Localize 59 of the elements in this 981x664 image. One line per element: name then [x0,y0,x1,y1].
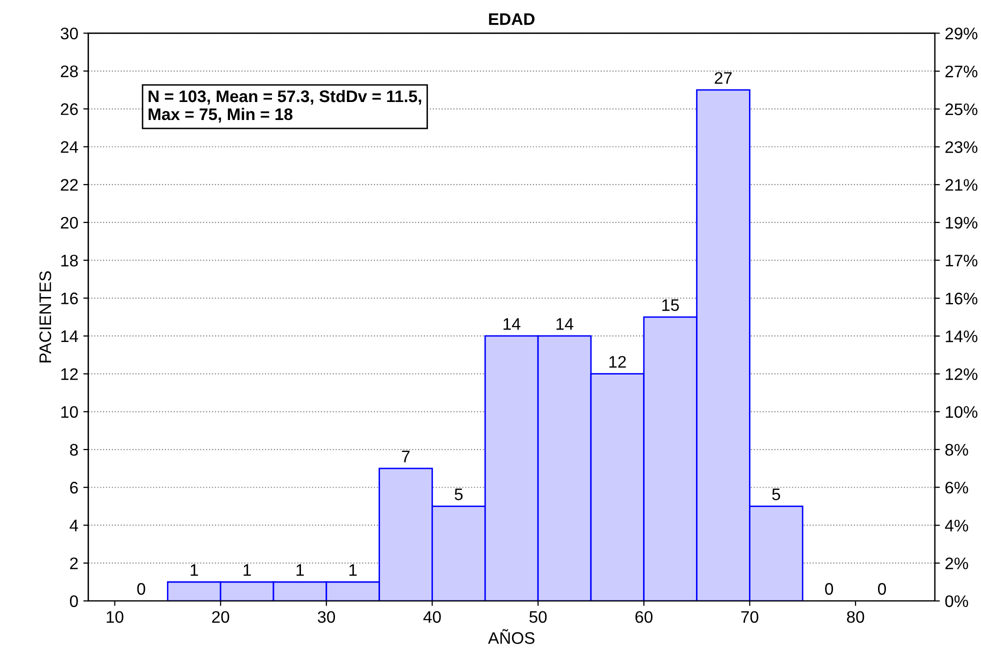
y-tick-label: 22 [60,178,78,191]
x-tick-label: 60 [635,611,652,623]
y-tick-label: 26 [60,103,78,116]
y-tick-label: 10 [61,406,78,418]
y2-tick-label: 17% [946,254,978,266]
y2-tick-label: 8% [945,444,968,456]
y-tick-label: 18 [61,254,78,266]
y-tick-label: 12 [61,368,78,380]
data-label: 1 [190,564,198,576]
y2-tick-label: 25% [945,103,978,116]
data-label: 15 [662,299,679,311]
y2-tick-label: 23% [945,141,978,154]
chart-title: EDAD [489,13,535,25]
y2-tick-label: 4% [945,520,968,532]
y2-tick-label: 19% [946,216,978,229]
y2-tick-label: 12% [946,368,978,380]
data-label: 27 [714,72,732,84]
data-label: 14 [504,318,520,330]
y2-tick-label: 14% [946,330,978,342]
y-tick-label: 4 [70,520,78,532]
y2-tick-label: 29% [945,28,978,40]
x-tick-label: 30 [318,611,336,623]
data-label: 1 [244,564,251,576]
y-tick-label: 8 [70,444,78,456]
y2-tick-label: 16% [946,292,978,304]
data-label: 14 [556,318,574,330]
annotation: N = 103, Mean = 57.3, StdDv = 11.5, Max = 75, Min = 18 [148,90,422,123]
y-tick-label: 20 [60,216,78,229]
x-tick-label: 80 [846,611,864,623]
data-label: 5 [454,488,463,500]
y-tick-label: 0 [70,595,78,608]
data-label: 5 [772,488,780,500]
x-tick-label: 20 [212,611,230,623]
x-tick-label: 40 [423,611,441,623]
y-tick-label: 2 [70,557,78,570]
y2-tick-label: 27% [945,66,978,78]
x-tick-label: 10 [106,611,124,623]
y2-tick-label: 10% [946,406,978,418]
data-label: 0 [825,583,834,595]
y-tick-label: 30 [60,28,78,40]
data-label: 0 [137,583,146,595]
y-tick-label: 16 [61,292,78,304]
y2-tick-label: 21% [945,179,978,191]
y2-tick-label: 2% [945,558,968,570]
data-label: 0 [878,583,886,595]
data-label: 12 [609,356,626,368]
y2-tick-label: 0% [945,595,968,608]
x-axis-title: AÑOS [488,629,534,644]
x-tick-label: 70 [741,611,758,623]
y-tick-label: 24 [60,141,78,153]
y2-tick-label: 6% [945,482,968,494]
data-label: 1 [349,564,357,576]
x-tick-label: 50 [529,611,547,623]
y-tick-label: 28 [60,65,78,78]
y-tick-label: 6 [70,482,78,494]
y-tick-label: 14 [61,330,78,342]
data-label: 7 [402,450,410,462]
y-axis-title: PACIENTES [39,271,52,362]
data-label: 1 [296,564,304,576]
